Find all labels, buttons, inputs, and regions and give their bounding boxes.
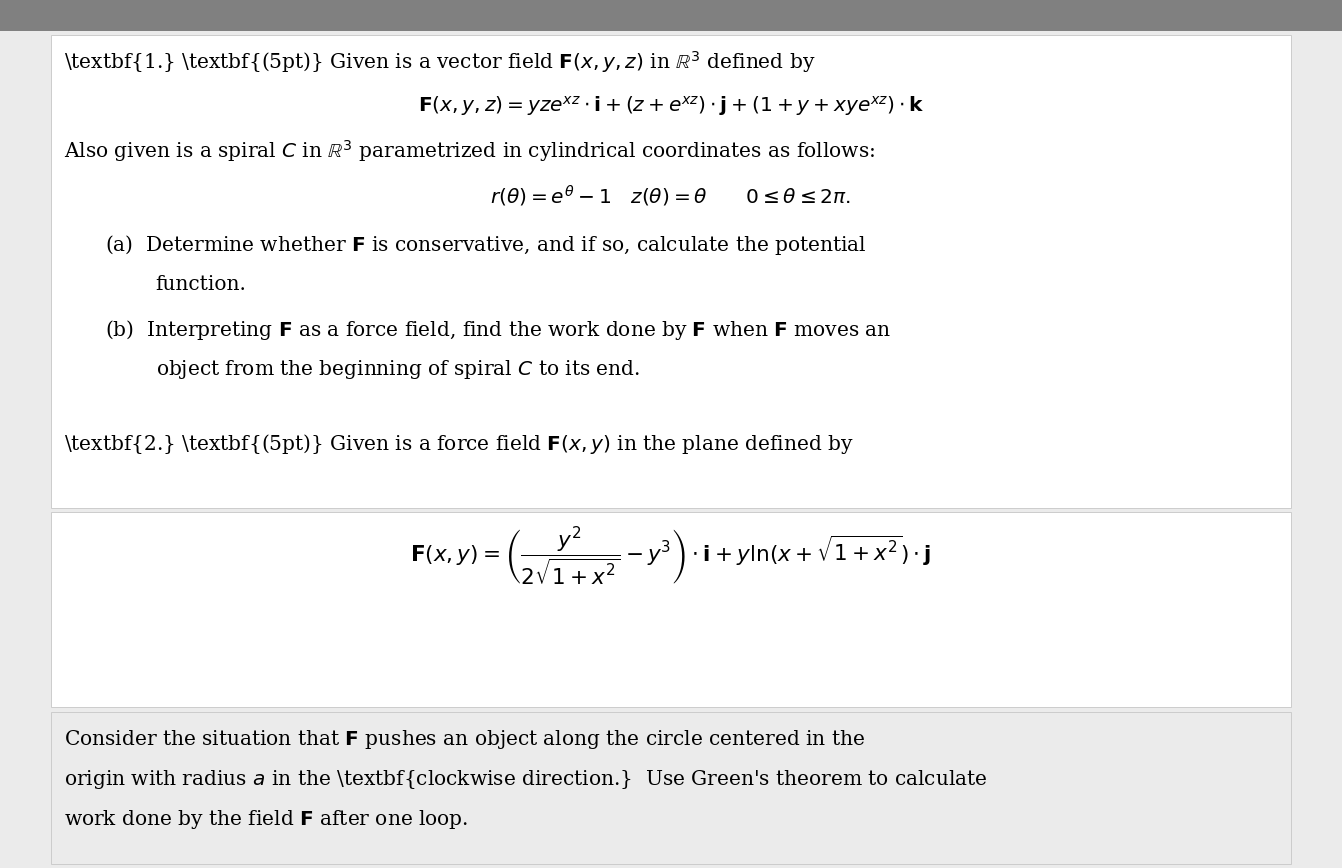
Text: (b)  Interpreting $\mathbf{F}$ as a force field, find the work done by $\mathbf{: (b) Interpreting $\mathbf{F}$ as a force…: [105, 318, 891, 342]
Bar: [0, 0, 1342, 31]
Text: \textbf{2.} \textbf{(5pt)} Given is a force field $\mathbf{F}(x, y)$ in the plan: \textbf{2.} \textbf{(5pt)} Given is a fo…: [64, 432, 854, 457]
Text: $r(\theta) = e^\theta - 1 \quad z(\theta) = \theta \qquad 0 \leq \theta \leq 2\p: $r(\theta) = e^\theta - 1 \quad z(\theta…: [490, 183, 852, 209]
Text: $\mathbf{F}(x, y) = \left( \dfrac{y^2}{2\sqrt{1+x^2}} - y^3 \right) \cdot \mathb: $\mathbf{F}(x, y) = \left( \dfrac{y^2}{2…: [411, 526, 931, 589]
Bar: [51, 512, 1291, 707]
Bar: [51, 35, 1291, 508]
Bar: [51, 712, 1291, 864]
Text: Consider the situation that $\mathbf{F}$ pushes an object along the circle cente: Consider the situation that $\mathbf{F}$…: [64, 728, 866, 751]
Text: origin with radius $a$ in the \textbf{clockwise direction.}  Use Green's theorem: origin with radius $a$ in the \textbf{cl…: [64, 768, 988, 791]
Text: \textbf{1.} \textbf{(5pt)} Given is a vector field $\mathbf{F}(x, y, z)$ in $\ma: \textbf{1.} \textbf{(5pt)} Given is a ve…: [64, 49, 816, 76]
Text: work done by the field $\mathbf{F}$ after one loop.: work done by the field $\mathbf{F}$ afte…: [64, 808, 468, 831]
Text: $\mathbf{F}(x, y, z) = yze^{xz} \cdot \mathbf{i} + (z + e^{xz}) \cdot \mathbf{j}: $\mathbf{F}(x, y, z) = yze^{xz} \cdot \m…: [417, 94, 925, 118]
Text: Also given is a spiral $C$ in $\mathbb{R}^3$ parametrized in cylindrical coordin: Also given is a spiral $C$ in $\mathbb{R…: [64, 138, 875, 164]
Text: function.: function.: [156, 275, 247, 294]
Text: object from the beginning of spiral $C$ to its end.: object from the beginning of spiral $C$ …: [156, 358, 640, 381]
Text: (a)  Determine whether $\mathbf{F}$ is conservative, and if so, calculate the po: (a) Determine whether $\mathbf{F}$ is co…: [105, 233, 867, 257]
